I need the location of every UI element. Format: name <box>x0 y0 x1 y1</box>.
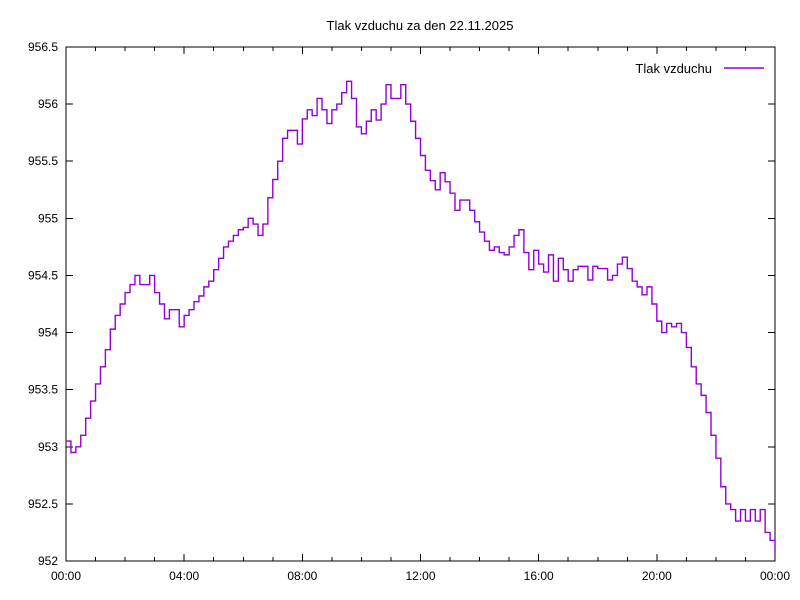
svg-text:952.5: 952.5 <box>28 497 58 511</box>
svg-text:20:00: 20:00 <box>642 569 672 583</box>
svg-text:08:00: 08:00 <box>287 569 317 583</box>
svg-text:00:00: 00:00 <box>760 569 790 583</box>
svg-text:954: 954 <box>38 326 58 340</box>
tick-labels: 00:00 04:00 08:00 12:00 16:00 20:00 00:0095295… <box>28 40 790 583</box>
chart-title: Tlak vzduchu za den 22.11.2025 <box>326 18 514 33</box>
svg-text:954.5: 954.5 <box>28 268 58 282</box>
svg-text:952: 952 <box>38 554 58 568</box>
svg-text:956: 956 <box>38 97 58 111</box>
legend-label: Tlak vzduchu <box>635 61 712 76</box>
svg-text:953.5: 953.5 <box>28 383 58 397</box>
axes <box>65 46 776 562</box>
svg-text:12:00: 12:00 <box>405 569 435 583</box>
svg-text:955.5: 955.5 <box>28 154 58 168</box>
svg-text:04:00: 04:00 <box>169 569 199 583</box>
svg-text:953: 953 <box>38 440 58 454</box>
svg-text:00:00: 00:00 <box>51 569 81 583</box>
legend: Tlak vzduchu <box>635 61 764 76</box>
pressure-line <box>66 80 776 552</box>
svg-text:955: 955 <box>38 211 58 225</box>
svg-text:16:00: 16:00 <box>524 569 554 583</box>
svg-text:956.5: 956.5 <box>28 40 58 54</box>
